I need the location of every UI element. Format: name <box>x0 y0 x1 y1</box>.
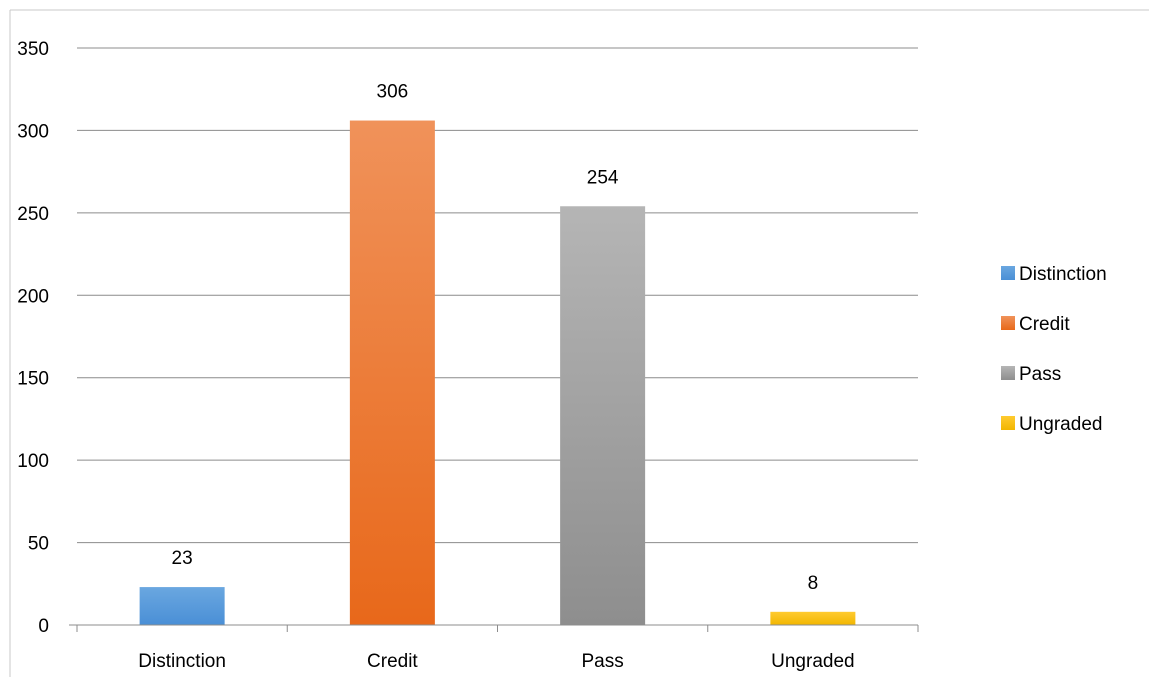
bars <box>139 120 856 625</box>
x-tick-label: Distinction <box>138 651 226 672</box>
y-tick-label: 0 <box>38 616 49 637</box>
data-label: 23 <box>172 548 193 569</box>
y-axis-tick-labels: 0 50 100 150 200 250 300 350 <box>17 39 49 637</box>
legend: Distinction Credit Pass Ungraded <box>1001 264 1107 435</box>
y-tick-label: 300 <box>17 121 49 142</box>
x-axis <box>69 624 919 632</box>
y-tick-label: 200 <box>17 286 49 307</box>
legend-swatch <box>1001 366 1015 380</box>
data-label: 254 <box>587 167 619 188</box>
y-tick-label: 350 <box>17 39 49 60</box>
data-label: 8 <box>808 573 819 594</box>
bar <box>560 206 646 625</box>
y-tick-label: 250 <box>17 204 49 225</box>
legend-swatch <box>1001 266 1015 280</box>
data-labels: 23 306 254 8 <box>172 82 819 594</box>
gridlines <box>77 47 918 544</box>
legend-label: Ungraded <box>1019 414 1102 435</box>
x-tick-label: Credit <box>367 651 418 672</box>
bar <box>349 120 435 625</box>
x-tick-label: Ungraded <box>771 651 854 672</box>
x-tick-label: Pass <box>582 651 624 672</box>
legend-swatch <box>1001 316 1015 330</box>
legend-label: Pass <box>1019 364 1061 385</box>
data-label: 306 <box>377 82 409 103</box>
y-tick-label: 50 <box>28 534 49 555</box>
bar <box>139 587 225 625</box>
legend-label: Distinction <box>1019 264 1107 285</box>
x-axis-tick-labels: Distinction Credit Pass Ungraded <box>138 651 854 672</box>
legend-swatch <box>1001 416 1015 430</box>
y-tick-label: 100 <box>17 451 49 472</box>
legend-label: Credit <box>1019 314 1070 335</box>
bar <box>770 611 856 625</box>
y-tick-label: 150 <box>17 369 49 390</box>
